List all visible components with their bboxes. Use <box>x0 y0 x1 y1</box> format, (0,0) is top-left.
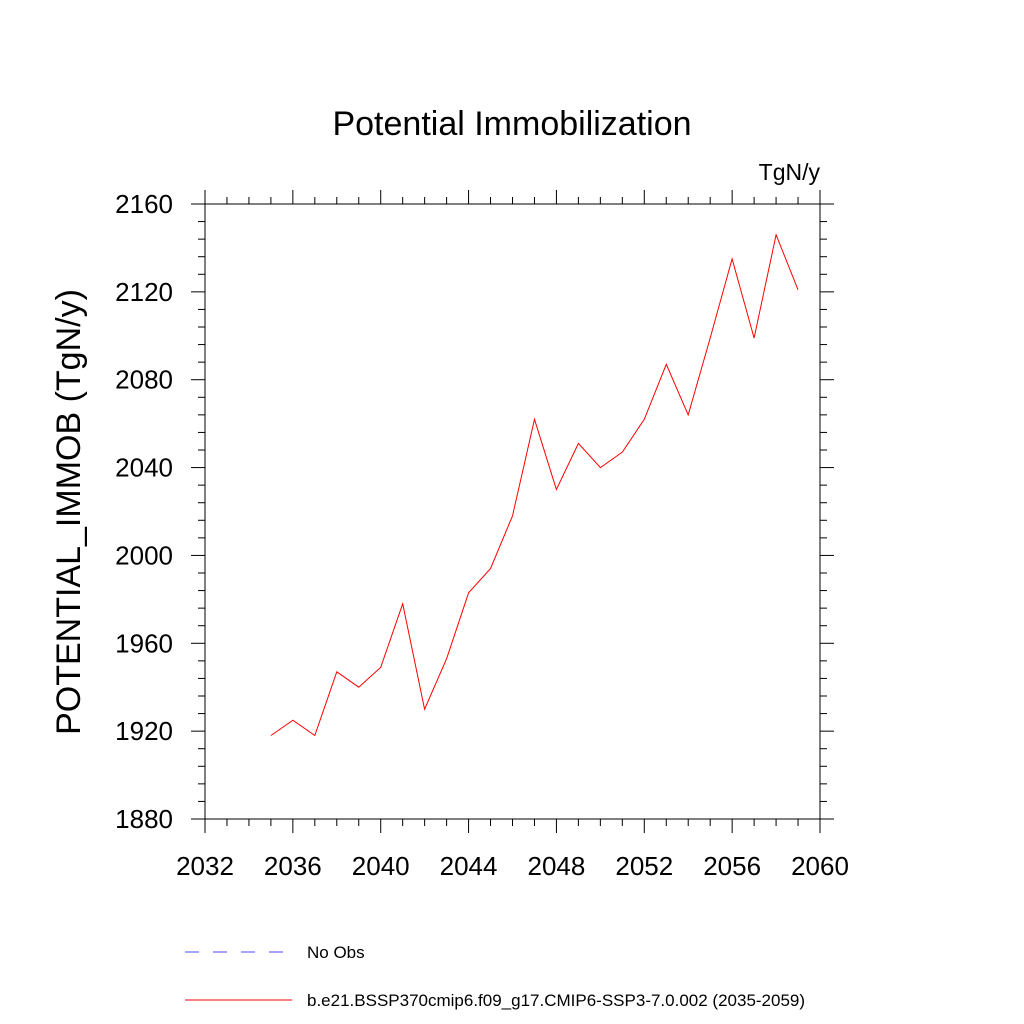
plot-area-frame <box>204 203 821 820</box>
legend: No Obs b.e21.BSSP370cmip6.f09_g17.CMIP6-S… <box>185 943 805 1010</box>
tick-labels: 2032 2036 2040 2044 2048 2052 2056 2060 1880 1920… <box>115 189 849 881</box>
x-tick-label: 2044 <box>440 851 498 881</box>
y-tick-label: 2080 <box>115 365 173 395</box>
legend-label: No Obs <box>307 943 365 962</box>
units-label: TgN/y <box>759 159 821 185</box>
series-layer <box>270 233 799 737</box>
legend-label: b.e21.BSSP370cmip6.f09_g17.CMIP6-SSP3-7.… <box>307 991 805 1010</box>
y-tick-label: 2160 <box>115 189 173 219</box>
x-tick-label: 2060 <box>791 851 849 881</box>
x-tick-label: 2056 <box>703 851 761 881</box>
y-tick-label: 1880 <box>115 804 173 834</box>
x-tick-label: 2040 <box>352 851 410 881</box>
x-tick-label: 2048 <box>528 851 586 881</box>
x-tick-label: 2032 <box>176 851 234 881</box>
y-tick-label: 2000 <box>115 540 173 570</box>
axis-ticks <box>191 190 834 833</box>
y-axis-label: POTENTIAL_IMMOB (TgN/y) <box>50 289 88 735</box>
chart-title: Potential Immobilization <box>332 105 691 143</box>
x-tick-label: 2036 <box>264 851 322 881</box>
series-line <box>270 233 799 737</box>
y-tick-label: 1920 <box>115 716 173 746</box>
y-tick-label: 2040 <box>115 453 173 483</box>
y-tick-label: 1960 <box>115 628 173 658</box>
x-tick-label: 2052 <box>615 851 673 881</box>
y-tick-label: 2120 <box>115 277 173 307</box>
